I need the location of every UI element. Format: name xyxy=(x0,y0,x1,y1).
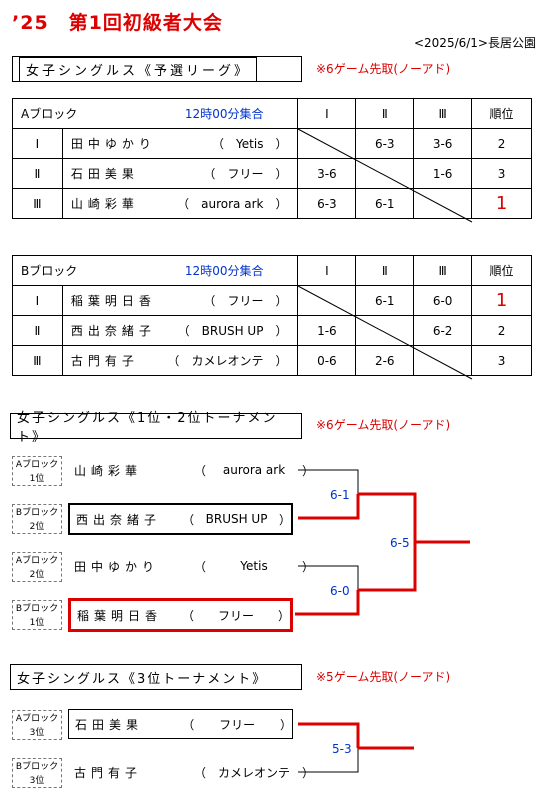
player-club: BRUSH UP xyxy=(205,512,268,526)
player-club: Yetis xyxy=(236,137,264,151)
score-third: 5-3 xyxy=(332,742,352,756)
player-club: フリー xyxy=(227,167,264,181)
league-table-b: Bブロック 12時00分集合 Ⅰ Ⅱ Ⅲ 順位 Ⅰ 稲葉明日香（ フリー ） 6… xyxy=(11,255,532,376)
league-title-box: 女子シングルス《予選リーグ》 xyxy=(12,56,302,82)
bracket-entry: 西出奈緒子（BRUSH UP） xyxy=(68,503,293,535)
rank: 2 xyxy=(471,128,532,159)
league-table-a: Aブロック 12時00分集合 Ⅰ Ⅱ Ⅲ 順位 Ⅰ 田中ゆかり（ Yetis ）… xyxy=(11,98,532,219)
bracket-entry: 稲葉明日香（フリー） xyxy=(68,598,293,632)
bracket-entry: 石田美果（フリー） xyxy=(68,709,293,739)
league-note: ※6ゲーム先取(ノーアド) xyxy=(316,62,451,76)
col-header: Ⅰ xyxy=(297,98,357,129)
seed-slot: Aブロック 1位 xyxy=(12,456,62,486)
player-name: 山崎彩華 xyxy=(70,197,139,211)
block-header: Bブロック 12時00分集合 xyxy=(11,255,299,286)
player-name: 西出奈緒子 xyxy=(76,512,162,527)
player-club: BRUSH UP xyxy=(201,324,264,338)
table-row: Ⅲ 山崎彩華（ aurora ark ） 6-3 6-1 1 xyxy=(12,188,532,219)
player-name: 西出奈緒子 xyxy=(70,324,156,338)
col-header: Ⅰ xyxy=(297,255,357,286)
seed-slot: Aブロック 3位 xyxy=(12,710,62,740)
score-semi2: 6-0 xyxy=(330,584,350,598)
player-club: フリー xyxy=(227,294,264,308)
player-name: 山崎彩華 xyxy=(74,463,143,478)
col-header: Ⅱ xyxy=(355,98,415,129)
score-semi1: 6-1 xyxy=(330,488,350,502)
score-final: 6-5 xyxy=(390,536,410,550)
gather-time: 12時00分集合 xyxy=(184,264,264,278)
third-title: 女子シングルス《3位トーナメント》 xyxy=(17,671,268,687)
seed-slot: Bブロック 3位 xyxy=(12,758,62,788)
tournament-title: 女子シングルス《1位・2位トーナメント》 xyxy=(17,411,278,445)
player-club: フリー xyxy=(219,717,256,732)
col-header: 順位 xyxy=(471,98,532,129)
player-club: カメレオンテ xyxy=(191,354,264,368)
seed-slot: Bブロック 1位 xyxy=(12,600,62,630)
tournament-note: ※6ゲーム先取(ノーアド) xyxy=(316,418,451,432)
bracket-entry: 古門有子（カメレオンテ） xyxy=(74,765,315,780)
player-name: 田中ゆかり xyxy=(70,137,156,151)
bracket-entry: 山崎彩華（aurora ark） xyxy=(74,463,315,478)
seed-slot: Bブロック 2位 xyxy=(12,504,62,534)
player-club: aurora ark xyxy=(201,197,264,211)
player-club: フリー xyxy=(217,608,254,623)
player-name: 古門有子 xyxy=(70,354,139,368)
player-name: 石田美果 xyxy=(75,717,144,732)
player-club: aurora ark xyxy=(222,463,286,477)
rank: 3 xyxy=(471,345,532,376)
tournament-title-box: 女子シングルス《1位・2位トーナメント》 xyxy=(10,411,302,445)
col-header: 順位 xyxy=(471,255,532,286)
event-date-place: <2025/6/1>長居公園 xyxy=(413,36,536,50)
player-name: 古門有子 xyxy=(74,765,143,780)
event-title: ’25 第1回初級者大会 xyxy=(12,12,223,34)
third-title-box: 女子シングルス《3位トーナメント》 xyxy=(10,664,302,690)
col-header: Ⅲ xyxy=(413,98,473,129)
gather-time: 12時00分集合 xyxy=(184,107,264,121)
league-title: 女子シングルス《予選リーグ》 xyxy=(19,56,258,82)
table-row: Ⅱ 西出奈緒子（ BRUSH UP ） 1-6 6-2 2 xyxy=(12,315,532,346)
rank: 1 xyxy=(471,188,532,219)
player-club: Yetis xyxy=(240,559,268,573)
player-name: 石田美果 xyxy=(70,167,139,181)
col-header: Ⅲ xyxy=(413,255,473,286)
third-note: ※5ゲーム先取(ノーアド) xyxy=(316,670,451,684)
player-name: 稲葉明日香 xyxy=(77,608,163,623)
player-name: 稲葉明日香 xyxy=(70,294,156,308)
table-row: Ⅲ 古門有子（ カメレオンテ ） 0-6 2-6 3 xyxy=(12,345,532,376)
player-name: 田中ゆかり xyxy=(74,559,160,574)
player-club: カメレオンテ xyxy=(218,765,291,780)
seed-slot: Aブロック 2位 xyxy=(12,552,62,582)
